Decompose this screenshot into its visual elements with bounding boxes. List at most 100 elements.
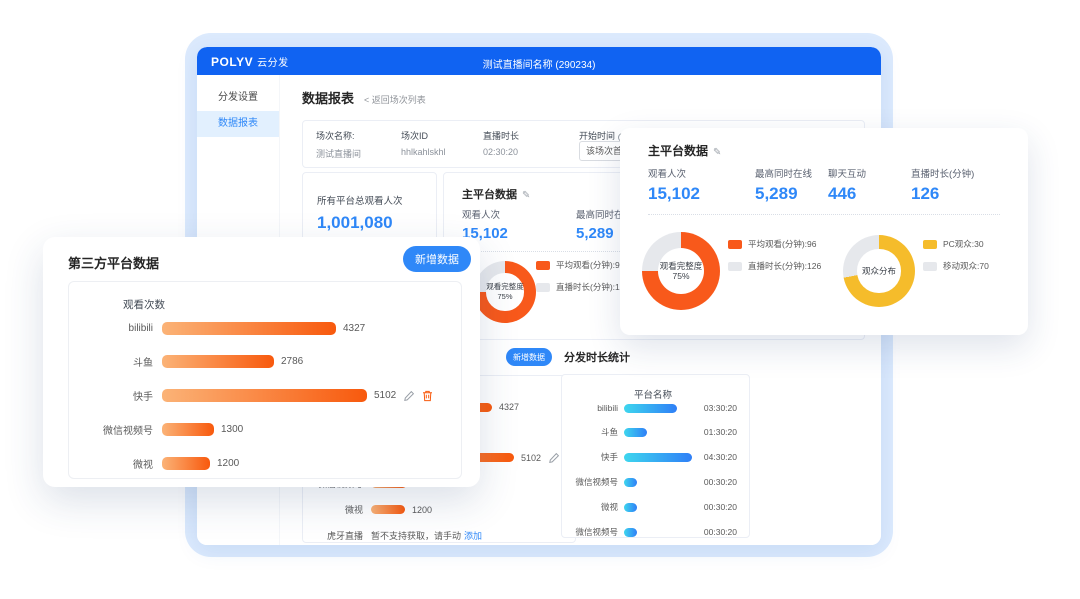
completion-donut-chart: 观看完整度 75% bbox=[474, 261, 536, 323]
bar bbox=[162, 355, 274, 368]
stat-value: 126 bbox=[911, 184, 940, 203]
bar-value: 1200 bbox=[412, 504, 433, 515]
bar-row: 微视 1200 bbox=[313, 503, 567, 516]
legend-swatch bbox=[728, 239, 742, 249]
donut-center-label: 观众分布 bbox=[857, 249, 901, 293]
stat-1: 最高同时在线 5,289 bbox=[576, 207, 633, 242]
sidebar-item-1[interactable]: 数据报表 bbox=[197, 111, 279, 137]
bar bbox=[162, 322, 336, 335]
bar-value: 5102 bbox=[521, 452, 542, 463]
edit-pencil-icon[interactable]: ✎ bbox=[522, 190, 531, 201]
note-text: 暂不支持获取，请手动 bbox=[371, 531, 462, 541]
bar-time: 00:30:20 bbox=[703, 527, 737, 537]
views-chart-header: 观看次数 bbox=[123, 299, 165, 311]
bar-row-label: 微视 bbox=[133, 460, 153, 471]
edit-pencil-icon[interactable]: ✎ bbox=[713, 147, 722, 158]
legend-swatch bbox=[536, 282, 550, 292]
back-link[interactable]: < 返回场次列表 bbox=[364, 95, 426, 105]
bar bbox=[162, 389, 367, 402]
bar-value: 5102 bbox=[374, 390, 397, 401]
audience-donut-chart: 观众分布 bbox=[843, 235, 915, 307]
completion-donut-legend: 平均观看(分钟):96 直播时长(分钟):126 bbox=[728, 238, 821, 282]
bar-row-label: 快手 bbox=[600, 452, 618, 462]
page-title-row: 数据报表 < 返回场次列表 bbox=[302, 88, 426, 107]
add-data-button[interactable]: 新增数据 bbox=[506, 348, 552, 366]
donut-center-line: 75% bbox=[497, 292, 513, 301]
delete-trash-icon[interactable] bbox=[422, 390, 433, 402]
total-views-label: 所有平台总观看人次 bbox=[317, 196, 403, 207]
legend-item: 移动观众:70 bbox=[923, 260, 989, 272]
divider bbox=[648, 214, 1000, 215]
total-views-value: 1,001,080 bbox=[317, 213, 393, 232]
bar-row-label: 微信视频号 bbox=[575, 477, 618, 487]
bar-row: bilibili 03:30:20 bbox=[570, 403, 737, 413]
logo-suffix: 云分发 bbox=[257, 58, 289, 69]
stat-label: 最高同时在线 bbox=[576, 210, 634, 221]
edit-pencil-icon[interactable] bbox=[403, 390, 415, 402]
bar bbox=[162, 457, 210, 470]
polyv-logo: POLYV 云分发 bbox=[211, 54, 289, 69]
bar bbox=[624, 527, 637, 537]
add-manually-link[interactable]: 添加 bbox=[464, 531, 483, 541]
bar-value: 2786 bbox=[281, 356, 304, 367]
bar-time: 00:30:20 bbox=[703, 502, 737, 512]
duration-section-title: 分发时长统计 bbox=[564, 352, 630, 364]
back-arrow-icon: < bbox=[364, 95, 370, 105]
bar-row: 斗鱼 2786 bbox=[85, 354, 451, 369]
stat-3: 直播时长(分钟) 126 bbox=[911, 166, 974, 204]
bar-time: 00:30:20 bbox=[703, 477, 737, 487]
bar bbox=[624, 403, 677, 413]
legend-swatch bbox=[536, 260, 550, 270]
page-title: 数据报表 bbox=[302, 91, 355, 106]
bar bbox=[371, 505, 405, 514]
bar-value: 1300 bbox=[221, 424, 244, 435]
donut-center-label: 观看完整度 75% bbox=[486, 273, 524, 311]
donut-center-line: 观看完整度 bbox=[659, 261, 703, 271]
legend-label: 直播时长(分钟):126 bbox=[748, 261, 822, 271]
audience-donut-legend: PC观众:30 移动观众:70 bbox=[923, 238, 989, 282]
stat-1: 最高同时在线 5,289 bbox=[755, 166, 812, 204]
bar-row: 快手 5102 bbox=[85, 388, 451, 403]
donut-center-line: 观看完整度 bbox=[486, 282, 524, 291]
stat-label: 观看人次 bbox=[462, 210, 501, 221]
donut-center-line: 观众分布 bbox=[861, 266, 896, 276]
row-icons bbox=[403, 390, 433, 402]
bar-row-label: 微视 bbox=[600, 502, 618, 512]
stat-2: 聊天互动 446 bbox=[828, 166, 866, 204]
bar bbox=[162, 423, 214, 436]
third-party-card-float: 第三方平台数据 新增数据 观看次数 bilibili 4327 斗鱼 2786 快手 51… bbox=[43, 237, 480, 487]
main-platform-title: 主平台数据 ✎ bbox=[462, 189, 531, 201]
duration-chart-card: 平台名称 bilibili 03:30:20 斗鱼 01:30:20 快手 04:30:2… bbox=[561, 374, 750, 538]
info-field-label: 场次名称: bbox=[316, 131, 355, 141]
stat-label: 观看人次 bbox=[648, 169, 687, 180]
legend-item: 直播时长(分钟):126 bbox=[728, 260, 821, 272]
edit-pencil-icon[interactable] bbox=[548, 452, 560, 464]
info-field-value: 测试直播间 bbox=[316, 149, 362, 159]
bar-value: 4327 bbox=[499, 402, 520, 412]
bar-row: 微视 1200 bbox=[85, 456, 451, 471]
actions-row: 新增数据 分发时长统计 bbox=[506, 348, 630, 366]
bar-row-label: 微信视频号 bbox=[575, 527, 618, 537]
donut-center-line: 75% bbox=[672, 271, 690, 281]
stat-value: 5,289 bbox=[755, 184, 798, 203]
info-field-value: 02:30:20 bbox=[483, 147, 519, 157]
views-chart-rows: bilibili 4327 斗鱼 2786 快手 5102 微信视频号 1300 微视 1200 bbox=[85, 322, 451, 490]
duration-chart-header: 平台名称 bbox=[634, 390, 673, 401]
legend-item: 平均观看(分钟):96 bbox=[728, 238, 821, 250]
duration-chart-rows: bilibili 03:30:20 斗鱼 01:30:20 快手 04:30:20 微信视频… bbox=[570, 403, 737, 545]
stat-label: 聊天互动 bbox=[828, 169, 867, 180]
sidebar-item-0[interactable]: 分发设置 bbox=[218, 92, 258, 103]
stat-0: 观看人次 15,102 bbox=[648, 166, 700, 204]
legend-swatch bbox=[923, 261, 937, 271]
info-field-label: 直播时长 bbox=[483, 131, 520, 141]
legend-label: 直播时长(分钟):126 bbox=[556, 282, 630, 292]
stat-value: 15,102 bbox=[648, 184, 700, 203]
bar-row: 微信视频号 00:30:20 bbox=[570, 476, 737, 488]
add-data-button[interactable]: 新增数据 bbox=[403, 246, 471, 272]
bar-row-label: 斗鱼 bbox=[600, 427, 618, 437]
legend-label: 平均观看(分钟):96 bbox=[748, 239, 817, 249]
bar-row: bilibili 4327 bbox=[85, 322, 451, 335]
bar-row-label: 微信视频号 bbox=[103, 426, 153, 437]
bar-row-label: bilibili bbox=[597, 403, 618, 413]
